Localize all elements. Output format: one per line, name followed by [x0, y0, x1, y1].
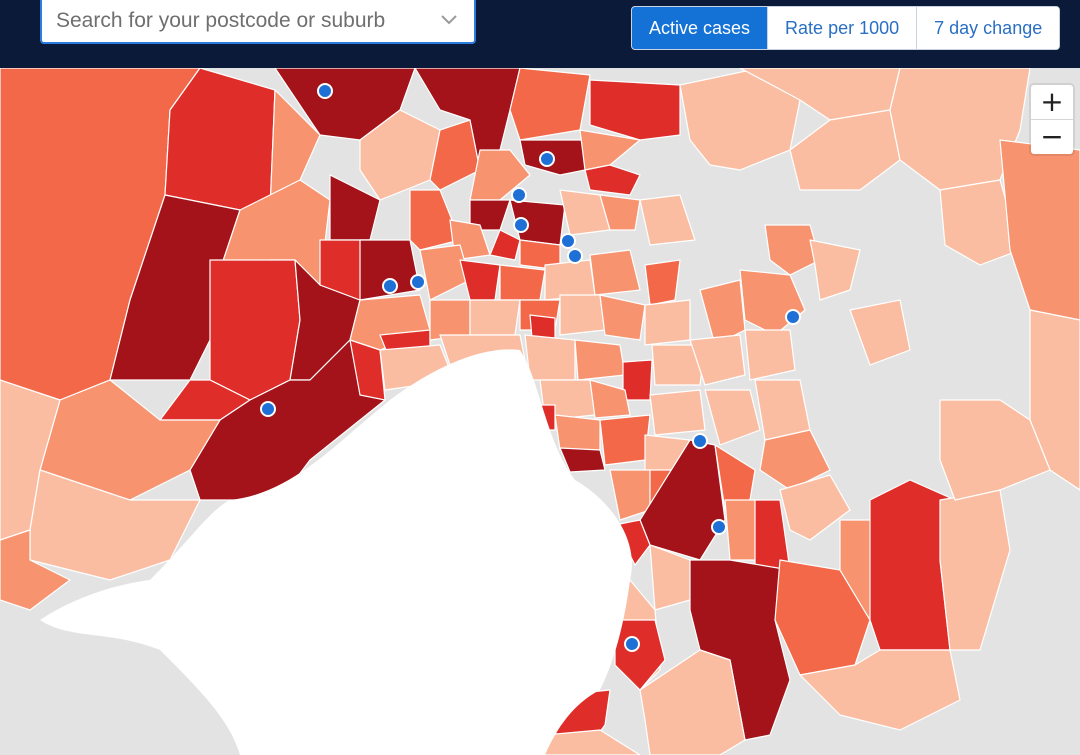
region[interactable] — [704, 389, 761, 446]
region[interactable] — [524, 334, 576, 381]
region[interactable] — [939, 489, 1011, 651]
case-marker[interactable] — [692, 433, 708, 449]
region[interactable] — [469, 299, 521, 336]
region[interactable] — [359, 239, 421, 301]
zoom-out-button[interactable]: − — [1031, 119, 1073, 154]
region[interactable] — [469, 149, 531, 201]
region[interactable] — [789, 109, 901, 191]
region[interactable] — [589, 379, 631, 419]
tab-7-day-change[interactable]: 7 day change — [917, 7, 1060, 49]
case-marker[interactable] — [785, 309, 801, 325]
region[interactable] — [574, 339, 626, 381]
region[interactable] — [689, 559, 791, 741]
header-bar: Active cases Rate per 1000 7 day change — [0, 0, 1080, 68]
region[interactable] — [939, 399, 1051, 501]
region[interactable] — [559, 447, 606, 473]
region[interactable] — [489, 229, 521, 261]
region[interactable] — [744, 329, 796, 381]
region[interactable] — [349, 339, 386, 401]
region[interactable] — [639, 649, 746, 755]
region[interactable] — [639, 194, 696, 246]
zoom-in-button[interactable]: + — [1040, 85, 1064, 118]
case-marker[interactable] — [513, 217, 529, 233]
region[interactable] — [409, 189, 461, 251]
postcode-search[interactable] — [40, 0, 476, 44]
case-marker[interactable] — [560, 233, 576, 249]
case-marker[interactable] — [567, 248, 583, 264]
region[interactable] — [651, 344, 706, 386]
zoom-control: + − — [1031, 85, 1073, 154]
map-canvas[interactable] — [0, 68, 1080, 755]
region[interactable] — [599, 194, 641, 231]
tab-rate-per-1000[interactable]: Rate per 1000 — [768, 7, 918, 49]
case-marker[interactable] — [624, 636, 640, 652]
region[interactable] — [644, 259, 681, 306]
search-input[interactable] — [54, 6, 428, 36]
region[interactable] — [554, 414, 601, 451]
chevron-down-icon[interactable] — [438, 8, 460, 30]
view-toggle: Active cases Rate per 1000 7 day change — [631, 6, 1061, 50]
region[interactable] — [589, 249, 641, 296]
choropleth-map[interactable] — [0, 68, 1080, 755]
region[interactable] — [599, 294, 646, 341]
region[interactable] — [209, 259, 301, 401]
region[interactable] — [849, 299, 911, 366]
region[interactable] — [544, 259, 596, 301]
case-marker[interactable] — [711, 519, 727, 535]
region[interactable] — [999, 139, 1080, 321]
region[interactable] — [419, 244, 471, 301]
region[interactable] — [764, 224, 821, 276]
region[interactable] — [739, 269, 806, 336]
region[interactable] — [429, 299, 471, 341]
case-marker[interactable] — [317, 83, 333, 99]
region[interactable] — [599, 414, 651, 466]
port-phillip-bay — [40, 349, 632, 755]
region[interactable] — [559, 294, 606, 336]
region[interactable] — [429, 119, 481, 191]
tab-active-cases[interactable]: Active cases — [632, 7, 769, 49]
region[interactable] — [529, 314, 556, 339]
region[interactable] — [759, 429, 831, 491]
region[interactable] — [509, 68, 591, 141]
region[interactable] — [689, 334, 746, 386]
region[interactable] — [754, 379, 811, 441]
region[interactable] — [459, 259, 501, 301]
case-marker[interactable] — [539, 151, 555, 167]
case-marker[interactable] — [511, 187, 527, 203]
region[interactable] — [622, 359, 653, 401]
region[interactable] — [809, 239, 861, 301]
region[interactable] — [939, 179, 1021, 266]
region[interactable] — [519, 139, 591, 176]
region[interactable] — [644, 299, 691, 346]
region[interactable] — [649, 389, 706, 436]
region[interactable] — [589, 79, 681, 141]
region[interactable] — [499, 264, 546, 301]
case-marker[interactable] — [260, 401, 276, 417]
region[interactable] — [779, 474, 851, 541]
region[interactable] — [0, 529, 71, 611]
region[interactable] — [584, 164, 641, 196]
region[interactable] — [799, 649, 961, 731]
case-marker[interactable] — [382, 278, 398, 294]
region[interactable] — [1029, 309, 1080, 491]
case-marker[interactable] — [410, 274, 426, 290]
